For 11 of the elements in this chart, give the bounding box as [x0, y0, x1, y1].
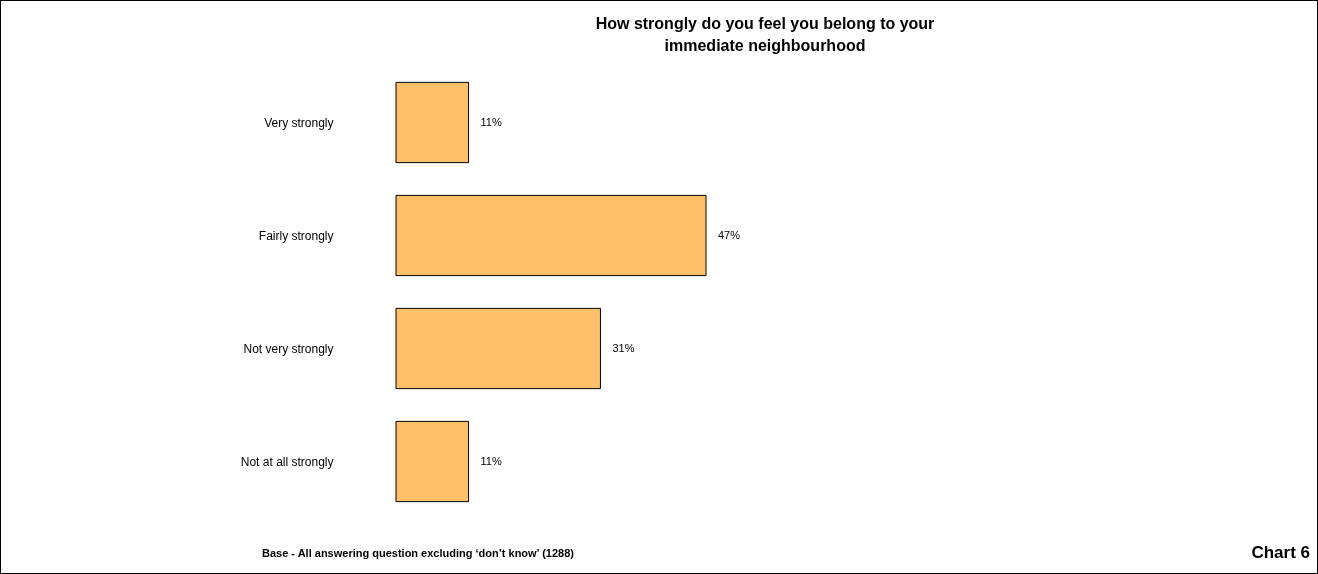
data-label: 11% [480, 454, 502, 467]
y-tick-label: Fairly strongly [258, 228, 334, 243]
text: How strongly do you feel you belong to your immediate neighbourhood [595, 15, 935, 54]
y-tick-label: Very strongly [264, 115, 334, 130]
y-tick-label: Not at all strongly [240, 454, 334, 469]
y-tick-label: Not very strongly [243, 341, 334, 356]
data-label: 47% [718, 228, 741, 241]
data-label: 31% [612, 341, 635, 354]
text: Base - All answering question excluding ‘don’t know’ (1288) [262, 547, 575, 559]
data-label: 11% [480, 115, 502, 128]
caption: Chart 6 [1251, 543, 1310, 562]
